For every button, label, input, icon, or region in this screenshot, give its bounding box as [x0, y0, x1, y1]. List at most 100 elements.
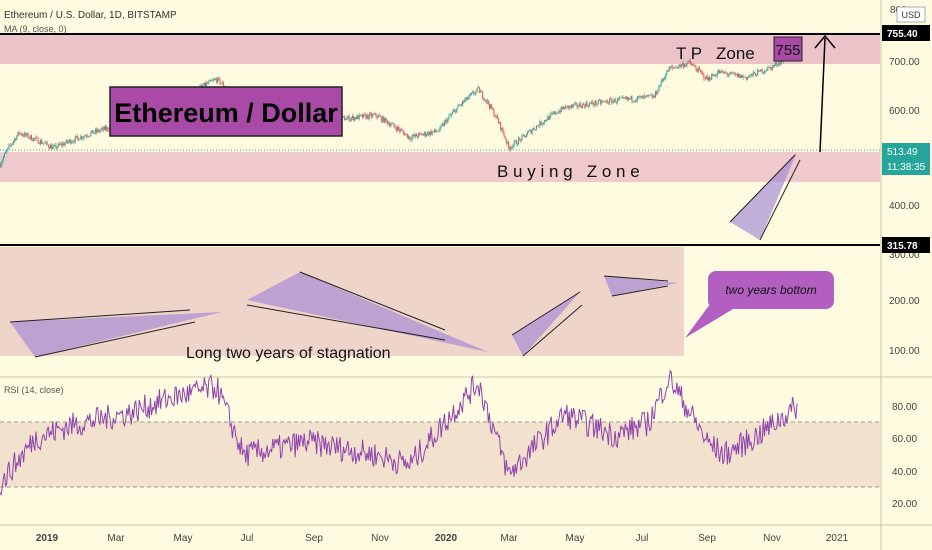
candle-body: [706, 76, 707, 79]
candle-body: [56, 145, 57, 148]
candle-body: [380, 116, 381, 117]
candle-body: [356, 115, 357, 118]
candle-body: [753, 72, 754, 75]
candle-body: [378, 116, 379, 118]
candle-body: [2, 160, 3, 163]
candle-body: [747, 77, 748, 79]
candle-body: [47, 142, 48, 144]
candle-body: [92, 130, 93, 132]
candle-body: [738, 74, 739, 77]
tp-price-badge-text: 755.40: [887, 29, 918, 40]
candle-body: [646, 95, 647, 96]
candle-body: [491, 105, 492, 109]
candle-body: [418, 133, 419, 137]
candle-body: [755, 73, 756, 75]
chart-canvas[interactable]: Ethereum / U.S. Dollar, 1D, BITSTAMP MA …: [0, 0, 932, 550]
candle-body: [500, 122, 501, 130]
candle-body: [95, 130, 96, 133]
candle-body: [766, 71, 767, 72]
candle-body: [79, 139, 80, 140]
candle-body: [562, 107, 563, 109]
time-tick: Mar: [500, 533, 518, 544]
candle-body: [367, 115, 368, 119]
candle-body: [529, 130, 530, 131]
candle-body: [590, 103, 591, 104]
time-tick: 2020: [435, 533, 458, 544]
candle-body: [204, 83, 205, 86]
rsi-label[interactable]: RSI (14, close): [4, 385, 64, 395]
rsi-band: [0, 422, 880, 487]
time-tick: Jul: [241, 533, 254, 544]
candle-body: [759, 70, 760, 71]
candle-body: [536, 126, 537, 130]
candle-body: [468, 98, 469, 100]
candle-body: [490, 105, 491, 108]
candle-body: [749, 75, 750, 76]
candle-body: [434, 129, 435, 131]
candle-body: [547, 116, 548, 120]
candle-body: [350, 119, 351, 120]
time-tick: 2019: [36, 533, 59, 544]
candle-body: [452, 112, 453, 114]
candle-body: [470, 94, 471, 95]
candle-body: [699, 68, 700, 70]
candle-body: [642, 96, 643, 98]
candle-body: [566, 106, 567, 107]
candle-body: [437, 132, 438, 133]
candle-body: [444, 122, 445, 126]
candle-body: [358, 115, 359, 119]
stagnation-label: Long two years of stagnation: [186, 345, 391, 362]
candle-body: [597, 104, 598, 105]
candle-body: [28, 134, 29, 138]
candle-body: [72, 141, 73, 142]
candle-body: [505, 136, 506, 139]
candle-body: [365, 115, 366, 119]
candle-body: [12, 143, 13, 144]
candle-body: [376, 113, 377, 116]
candle-body: [741, 75, 742, 77]
candle-body: [488, 100, 489, 104]
candle-body: [645, 96, 646, 97]
symbol-label[interactable]: Ethereum / U.S. Dollar, 1D, BITSTAMP: [4, 10, 177, 21]
candle-body: [707, 76, 708, 80]
candle-body: [765, 71, 766, 72]
ma-indicator-label[interactable]: MA (9, close, 0): [4, 24, 67, 34]
candle-body: [525, 136, 526, 137]
candle-body: [413, 135, 414, 137]
candle-body: [76, 136, 77, 137]
time-tick: 2021: [826, 533, 849, 544]
candle-body: [42, 143, 43, 144]
candle-body: [1, 163, 2, 167]
time-tick: May: [566, 533, 585, 544]
candle-body: [552, 113, 553, 114]
candle-body: [395, 126, 396, 128]
candle-body: [534, 128, 535, 129]
candle-body: [734, 73, 735, 74]
candle-body: [55, 145, 56, 146]
candle-body: [495, 116, 496, 117]
bottom-callout-text: two years bottom: [725, 283, 816, 297]
candle-body: [3, 157, 4, 160]
candle-body: [463, 101, 464, 102]
candle-body: [773, 66, 774, 67]
candle-body: [640, 96, 641, 97]
price-tick: 400.00: [889, 201, 920, 212]
candle-body: [633, 101, 634, 102]
candle-body: [205, 83, 206, 86]
candle-body: [626, 97, 627, 98]
candle-body: [344, 117, 345, 121]
candle-body: [698, 68, 699, 72]
rsi-tick: 80.00: [892, 402, 917, 413]
candle-body: [74, 141, 75, 142]
candle-body: [61, 144, 62, 146]
candle-body: [629, 98, 630, 99]
candle-body: [602, 101, 603, 102]
candle-body: [612, 101, 613, 103]
candle-body: [34, 138, 35, 139]
candle-body: [388, 123, 389, 124]
candle-body: [223, 82, 224, 86]
candle-body: [740, 75, 741, 78]
candle-body: [729, 74, 730, 75]
candle-body: [216, 79, 217, 82]
candle-body: [59, 144, 60, 145]
